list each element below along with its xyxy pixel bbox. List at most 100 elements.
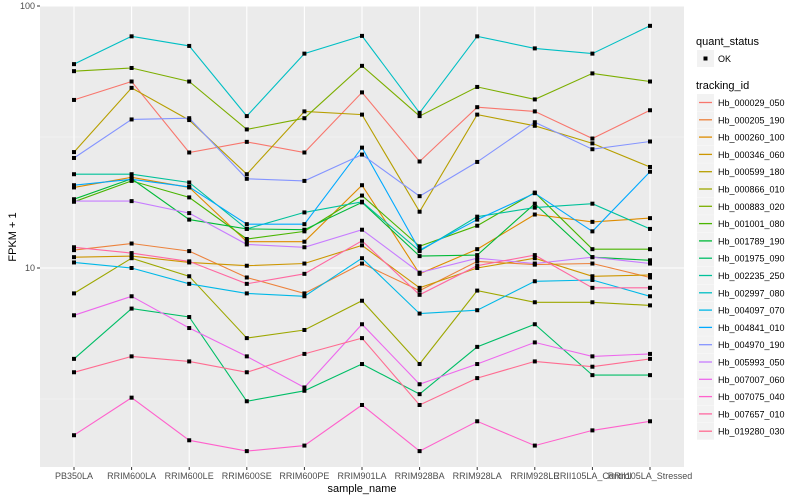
legend-item: Hb_001001_080	[697, 215, 785, 233]
x-tick-label: RRII105LA_Control	[553, 471, 631, 481]
legend-label: Hb_002235_250	[718, 271, 785, 281]
data-point	[417, 288, 422, 293]
data-point	[187, 195, 192, 200]
legend-item: Hb_001789_190	[697, 232, 785, 250]
major-gridlines	[40, 5, 684, 467]
data-point	[532, 109, 537, 114]
data-point	[360, 298, 364, 303]
data-point	[302, 109, 307, 114]
data-point	[187, 217, 192, 222]
y-tick-label: 100	[20, 1, 35, 11]
legend-item: Hb_004097_070	[697, 301, 785, 319]
data-point	[302, 178, 307, 183]
data-point	[532, 279, 537, 284]
data-point	[648, 351, 652, 356]
data-point	[475, 288, 480, 293]
data-point	[129, 34, 134, 39]
data-point	[129, 79, 134, 84]
data-point	[302, 227, 307, 232]
data-point	[72, 199, 76, 204]
data-point	[187, 315, 192, 320]
data-point	[417, 311, 422, 316]
data-point	[532, 256, 537, 261]
data-point	[302, 291, 307, 296]
data-point	[532, 97, 537, 102]
data-point	[590, 274, 595, 279]
data-point	[244, 222, 249, 227]
data-point	[187, 359, 192, 364]
data-point	[648, 79, 652, 84]
data-point	[187, 43, 192, 48]
data-point	[302, 245, 307, 250]
color-legend-title: tracking_id	[696, 80, 749, 92]
data-point	[590, 147, 595, 152]
data-point	[187, 249, 192, 254]
data-point	[648, 258, 652, 263]
data-point	[244, 172, 249, 177]
legend-label: Hb_007075_040	[718, 392, 785, 402]
legend-label: Hb_001789_190	[718, 236, 785, 246]
data-point	[360, 238, 364, 243]
x-axis: PB350LA RRIM600LA RRIM600LE RRIM600SE RRIM60…	[55, 467, 692, 481]
data-point	[590, 51, 595, 56]
data-point	[417, 292, 422, 297]
data-point	[590, 247, 595, 252]
data-point	[72, 291, 76, 296]
data-point	[302, 443, 307, 448]
data-point	[302, 271, 307, 276]
data-point	[532, 191, 537, 196]
legend-item: Hb_007007_060	[697, 370, 785, 388]
data-point	[187, 184, 192, 189]
data-point	[187, 211, 192, 216]
data-point	[302, 210, 307, 215]
data-point	[244, 449, 249, 454]
x-tick-label: RRII105LA_Stressed	[608, 471, 693, 481]
legend-label: Hb_005993_050	[718, 358, 785, 368]
legend-label: Hb_019280_030	[718, 427, 785, 437]
data-point	[417, 285, 422, 290]
data-point	[648, 108, 652, 113]
data-point	[417, 194, 422, 199]
data-point	[244, 114, 249, 119]
data-point	[648, 226, 652, 231]
data-point	[187, 438, 192, 443]
data-point	[187, 79, 192, 84]
data-point	[360, 322, 364, 327]
data-point	[129, 65, 134, 70]
data-point	[72, 150, 76, 155]
data-point	[360, 227, 364, 232]
x-tick-label: RRIM928LA	[453, 471, 502, 481]
legend-item: Hb_007075_040	[697, 388, 785, 406]
data-point	[360, 261, 364, 266]
data-point	[129, 251, 134, 256]
data-point	[648, 23, 652, 28]
x-tick-label: RRIM928BA	[395, 471, 445, 481]
legend-item: Hb_002235_250	[697, 267, 785, 284]
data-point	[244, 281, 249, 286]
data-point	[244, 237, 249, 242]
data-point	[187, 150, 192, 155]
data-point	[302, 51, 307, 56]
data-point	[590, 277, 595, 282]
data-point	[360, 193, 364, 198]
data-point	[129, 266, 134, 270]
data-point	[72, 313, 76, 318]
legend-item: Hb_000205_190	[697, 111, 785, 129]
data-point	[417, 449, 422, 454]
data-point	[360, 402, 364, 407]
data-point	[590, 71, 595, 76]
data-point	[244, 370, 249, 375]
data-point	[532, 201, 537, 206]
data-point	[187, 274, 192, 279]
data-point	[475, 159, 480, 164]
data-point	[72, 62, 76, 67]
legend-label: Hb_004841_010	[718, 323, 785, 333]
shape-legend-label: OK	[718, 54, 731, 64]
data-point	[475, 105, 480, 110]
data-point	[302, 239, 307, 244]
data-point	[475, 223, 480, 228]
data-point	[532, 253, 537, 258]
data-point	[417, 110, 422, 115]
data-point	[244, 127, 249, 132]
data-point	[417, 159, 422, 164]
